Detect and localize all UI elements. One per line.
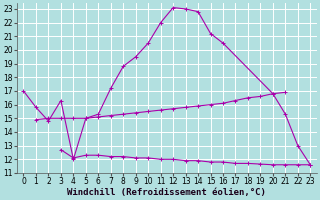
X-axis label: Windchill (Refroidissement éolien,°C): Windchill (Refroidissement éolien,°C) bbox=[68, 188, 266, 197]
